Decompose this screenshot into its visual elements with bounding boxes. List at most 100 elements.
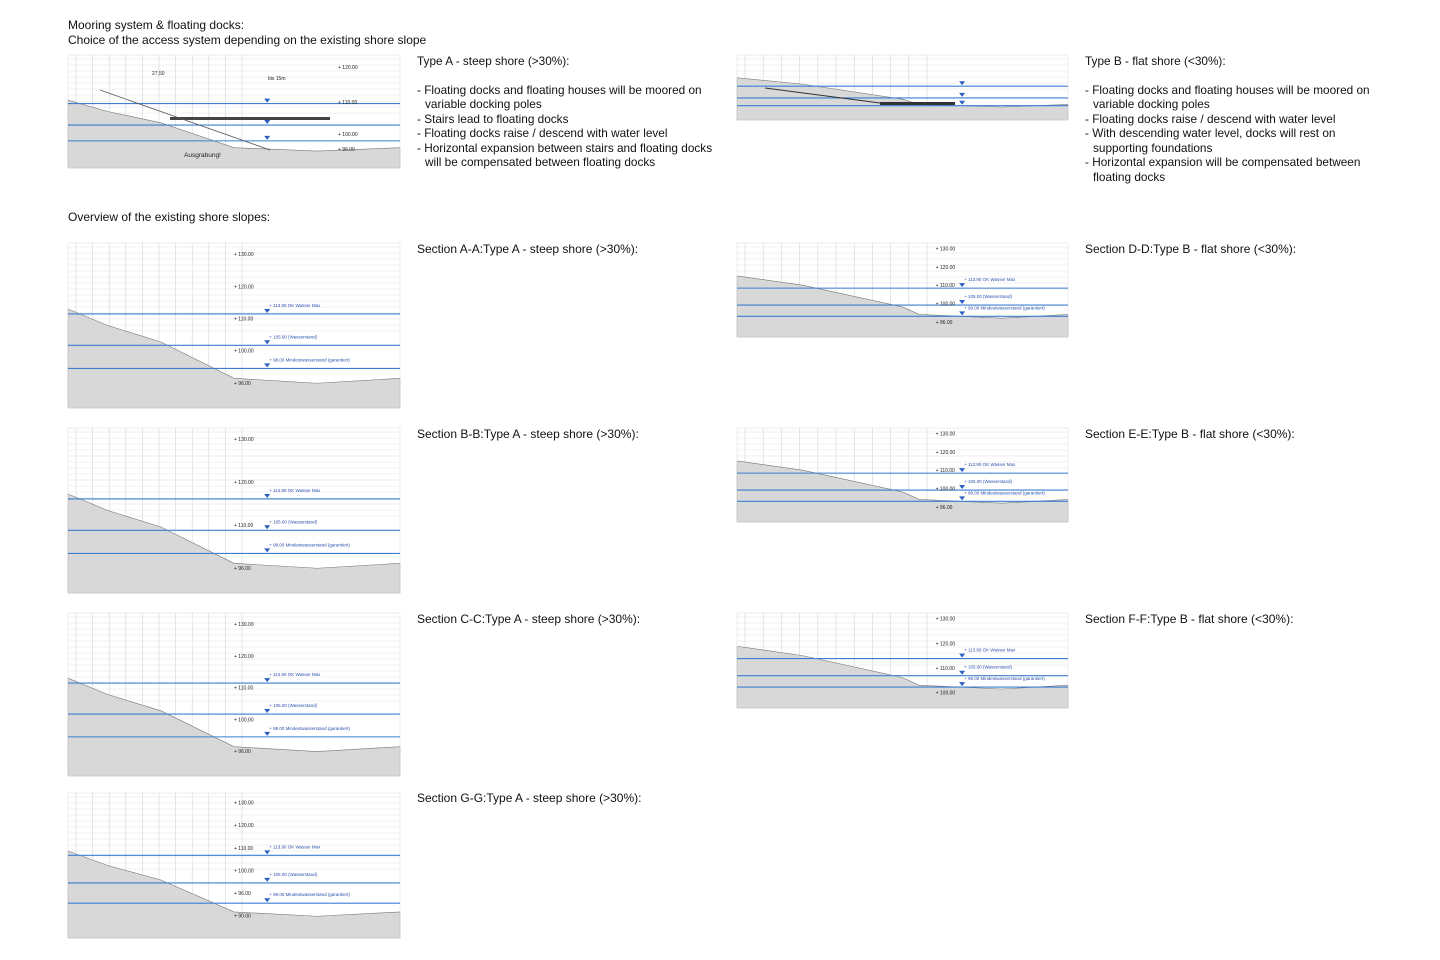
section-title: Section C-C:Type A - steep shore (>30%):	[417, 612, 641, 626]
water-marker	[264, 678, 271, 683]
water-marker	[264, 898, 271, 903]
water-level-label: + 98.00 Mindestwasserstand (garantiert)	[964, 676, 1045, 681]
water-level-label: + 105.00 (Wasserstand)	[269, 872, 317, 877]
water-marker	[264, 731, 271, 736]
water-marker	[959, 485, 966, 490]
type-title: Type B - flat shore (<30%):	[1085, 54, 1226, 68]
stairs	[99, 89, 271, 151]
elevation-label: + 96.00	[234, 891, 251, 897]
water-marker	[959, 311, 966, 316]
water-marker	[959, 496, 966, 501]
drawing-label: + 120.00	[338, 65, 358, 71]
water-marker	[959, 468, 966, 473]
water-level-label: + 113.90 OK Wasser Max	[269, 844, 321, 849]
elevation-label: + 100.00	[936, 487, 956, 493]
drawing-label: + 96.00	[338, 147, 355, 153]
drawing-label: bis 15m	[268, 76, 286, 82]
panel-frame	[736, 427, 1069, 523]
elevation-label: + 130.00	[936, 617, 956, 623]
elevation-label: + 110.00	[936, 666, 955, 672]
elevation-label: + 110.00	[234, 317, 253, 323]
water-marker	[264, 709, 271, 714]
elevation-label: + 120.00	[234, 480, 254, 486]
floating-dock	[880, 102, 955, 105]
elevation-label: + 130.00	[234, 801, 254, 807]
water-marker	[264, 525, 271, 530]
panel-frame	[736, 54, 1069, 121]
water-level-label: + 105.00 (Wasserstand)	[964, 479, 1012, 484]
elevation-label: + 100.00	[234, 717, 254, 723]
water-marker	[264, 308, 271, 313]
water-level-label: + 113.90 OK Wasser Max	[964, 648, 1016, 653]
section-title: Section G-G:Type A - steep shore (>30%):	[417, 791, 642, 805]
title: Mooring system & floating docks:	[68, 18, 245, 32]
bullet: - Floating docks and floating houses wil…	[1085, 82, 1370, 112]
bullet: - With descending water level, docks wil…	[1085, 126, 1336, 155]
elevation-label: + 130.00	[234, 252, 254, 258]
elevation-label: + 130.00	[936, 247, 956, 253]
elevation-label: + 110.00	[936, 468, 955, 474]
overview-title: Overview of the existing shore slopes:	[68, 210, 271, 224]
section-title: Section E-E:Type B - flat shore (<30%):	[1085, 427, 1295, 441]
elevation-label: + 100.00	[234, 349, 254, 355]
drawing-label: Ausgrabung!	[184, 152, 221, 159]
drawing-label: + 110.00	[338, 100, 357, 106]
elevation-label: + 120.00	[234, 654, 254, 660]
section-title: Section A-A:Type A - steep shore (>30%):	[417, 242, 639, 256]
water-level-label: + 113.90 OK Wasser Max	[964, 277, 1016, 282]
bullet: - Floating docks raise / descend with wa…	[417, 126, 668, 140]
panel-frame	[67, 612, 401, 777]
water-level-label: + 98.00 Mindestwasserstand (garantiert)	[269, 726, 350, 731]
water-level-label: + 98.00 Mindestwasserstand (garantiert)	[269, 357, 350, 362]
panel-frame	[67, 54, 401, 169]
type-block: Type A - steep shore (>30%): - Floating d…	[417, 54, 727, 170]
water-level-label: + 98.00 Mindestwasserstand (garantiert)	[964, 490, 1045, 495]
elevation-label: + 100.00	[936, 691, 956, 697]
water-marker	[264, 850, 271, 855]
water-level-label: + 113.90 OK Wasser Max	[269, 488, 321, 493]
drawing-label: 27,50	[152, 71, 165, 77]
water-marker	[959, 100, 966, 105]
water-marker	[959, 81, 966, 86]
elevation-label: + 110.00	[234, 846, 253, 852]
water-level-label: + 105.00 (Wasserstand)	[269, 334, 317, 339]
water-marker	[264, 548, 271, 553]
elevation-label: + 130.00	[234, 622, 254, 628]
ground	[67, 493, 401, 594]
water-marker	[264, 877, 271, 882]
water-level-label: + 98.00 Mindestwasserstand (garantiert)	[269, 542, 350, 547]
panel-frame	[67, 792, 401, 939]
elevation-label: + 120.00	[936, 641, 956, 647]
elevation-label: + 96.00	[936, 505, 953, 511]
water-level-label: + 105.00 (Wasserstand)	[269, 519, 317, 524]
water-level-label: + 113.90 OK Wasser Max	[964, 462, 1016, 467]
water-marker	[959, 682, 966, 687]
elevation-label: + 130.00	[234, 437, 254, 443]
subtitle: Choice of the access system depending on…	[68, 33, 427, 47]
water-level-label: + 105.00 (Wasserstand)	[964, 294, 1012, 299]
water-marker	[959, 653, 966, 658]
water-marker	[959, 670, 966, 675]
elevation-label: + 120.00	[234, 823, 254, 829]
water-marker	[264, 340, 271, 345]
elevation-label: + 96.00	[234, 381, 251, 387]
elevation-label: + 110.00	[234, 523, 253, 529]
type-title: Type A - steep shore (>30%):	[417, 54, 570, 68]
bullet: - Floating docks raise / descend with wa…	[1085, 111, 1336, 126]
panel-frame	[736, 612, 1069, 709]
water-marker	[959, 300, 966, 305]
type-block: Type B - flat shore (<30%): - Floating do…	[1085, 54, 1385, 184]
elevation-label: + 100.00	[936, 302, 956, 308]
elevation-label: + 96.00	[234, 749, 251, 755]
ground	[736, 77, 1069, 121]
panel-frame	[67, 427, 401, 594]
water-marker	[959, 283, 966, 288]
water-marker	[264, 493, 271, 498]
bullet: - Stairs lead to floating docks	[417, 111, 569, 126]
section-title: Section F-F:Type B - flat shore (<30%):	[1085, 612, 1294, 626]
elevation-label: + 96.00	[936, 320, 953, 326]
elevation-label: + 120.00	[936, 265, 956, 271]
water-level-label: + 98.00 Mindestwasserstand (garantiert)	[269, 892, 350, 897]
elevation-label: + 90.00	[234, 914, 251, 920]
